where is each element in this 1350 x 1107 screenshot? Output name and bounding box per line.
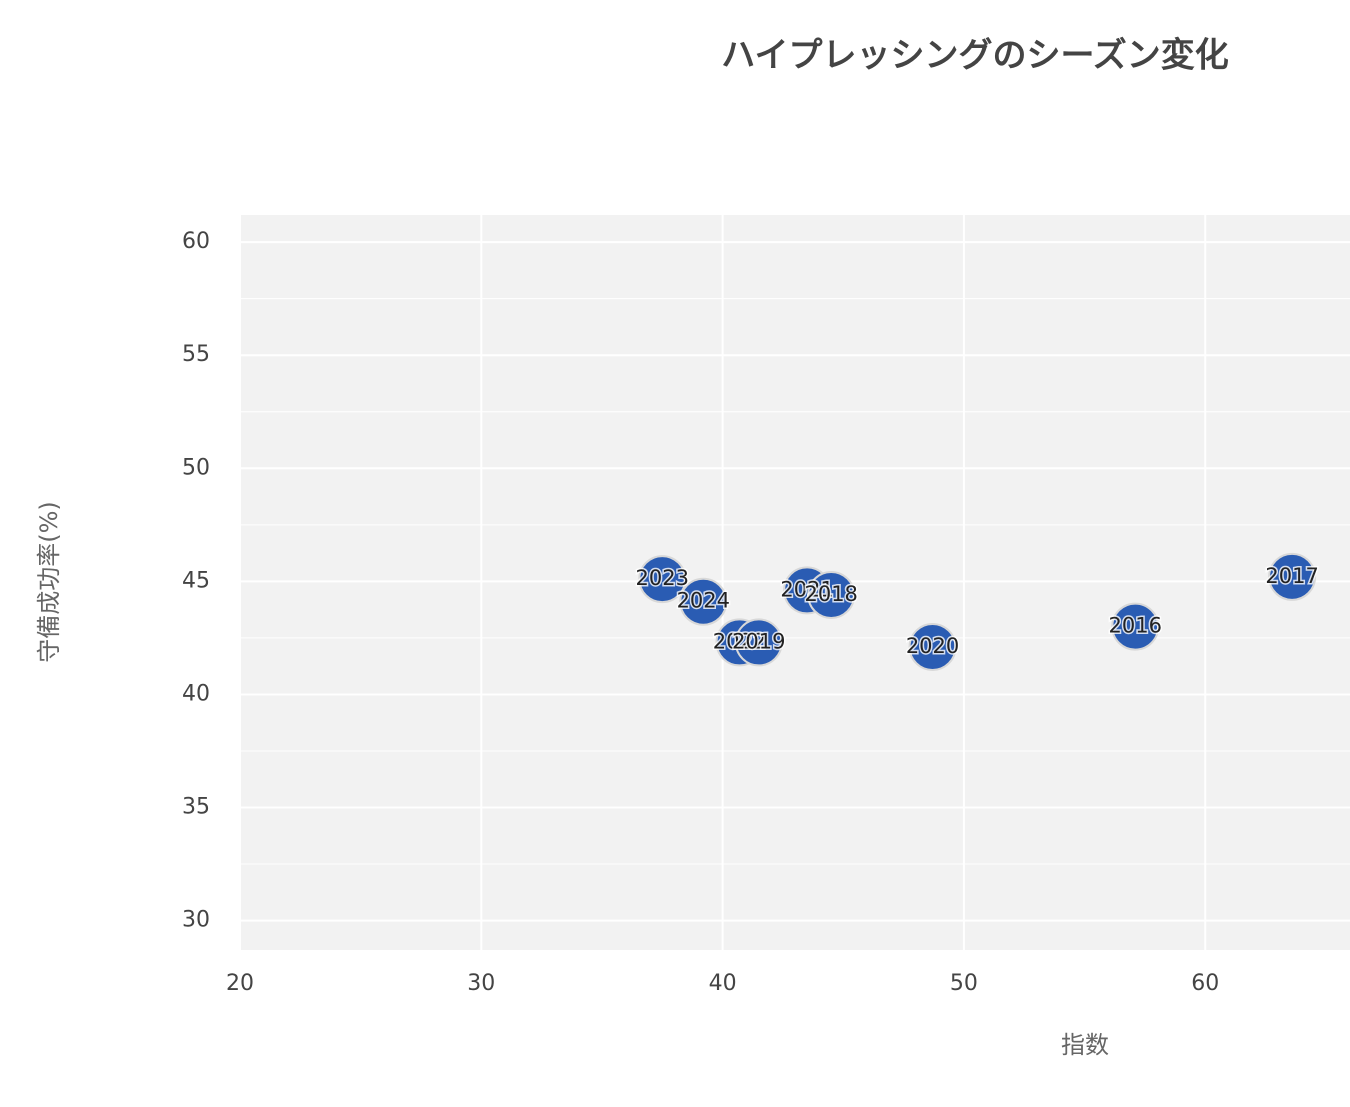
x-tick-label: 40 (709, 971, 737, 996)
y-tick-label: 30 (182, 908, 210, 933)
x-tick-label: 60 (1191, 971, 1219, 996)
data-label: 2020 (906, 634, 959, 658)
data-label: 2024 (677, 589, 730, 613)
x-tick-label: 50 (950, 971, 978, 996)
y-axis-label: 守備成功率(%) (35, 501, 63, 663)
data-label: 2023 (636, 566, 689, 590)
y-tick-label: 60 (182, 229, 210, 254)
y-tick-label: 40 (182, 681, 210, 706)
data-label: 2018 (804, 582, 857, 606)
x-tick-label: 20 (226, 971, 254, 996)
y-tick-label: 45 (182, 568, 210, 593)
x-tick-label: 30 (467, 971, 495, 996)
data-label: 2019 (732, 629, 785, 653)
point (908, 622, 957, 671)
point (638, 555, 687, 604)
point (1268, 552, 1317, 601)
x-axis-label: 指数 (1061, 1031, 1109, 1059)
y-tick-label: 35 (182, 795, 210, 820)
point (679, 577, 728, 626)
data-label: 2016 (1109, 614, 1162, 638)
data-label: 2022 (713, 629, 766, 653)
chart-title: ハイプレッシングのシーズン変化 (721, 36, 1229, 76)
point (734, 618, 783, 667)
data-label: 2021 (780, 577, 833, 601)
point (807, 570, 856, 619)
data-label: 2017 (1265, 564, 1318, 588)
point (1111, 602, 1160, 651)
y-tick-label: 55 (182, 342, 210, 367)
y-tick-label: 50 (182, 455, 210, 480)
